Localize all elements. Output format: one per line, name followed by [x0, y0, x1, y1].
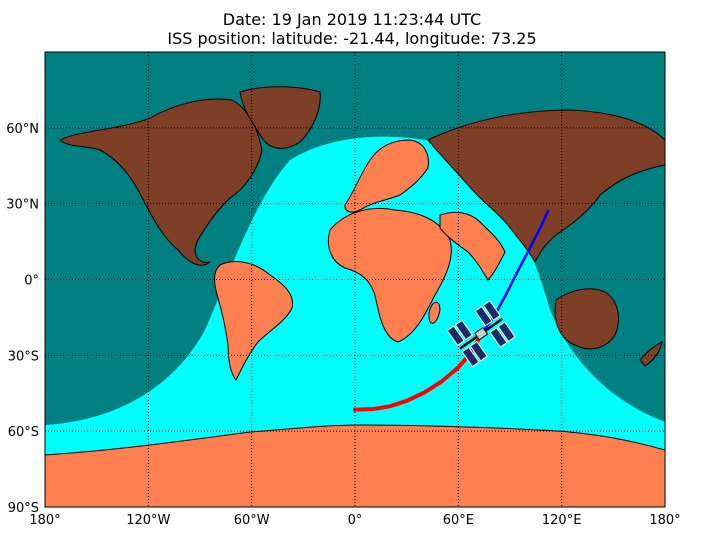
- longitude-tick-label: 120°E: [542, 513, 582, 528]
- iss-position-title: ISS position: latitude: -21.44, longitud…: [167, 29, 537, 48]
- longitude-tick-label: 180°: [649, 513, 680, 528]
- latitude-tick-label: 30°S: [8, 349, 39, 364]
- daylight-region: [45, 136, 665, 507]
- longitude-tick-label: 120°W: [126, 513, 170, 528]
- latitude-tick-label: 90°S: [8, 501, 39, 516]
- latitude-tick-label: 0°: [24, 274, 39, 289]
- latitude-tick-label: 60°N: [6, 122, 39, 137]
- longitude-tick-label: 0°: [348, 513, 363, 528]
- land-night: [59, 86, 665, 367]
- longitude-tick-label: 180°: [29, 513, 60, 528]
- latitude-tick-label: 30°N: [6, 198, 39, 213]
- longitude-tick-label: 60°W: [234, 513, 270, 528]
- latitude-tick-label: 60°S: [8, 425, 39, 440]
- iss-station-icon: [446, 300, 516, 368]
- graticule: [45, 52, 665, 507]
- longitude-tick-label: 60°E: [443, 513, 474, 528]
- date-title: Date: 19 Jan 2019 11:23:44 UTC: [222, 10, 482, 29]
